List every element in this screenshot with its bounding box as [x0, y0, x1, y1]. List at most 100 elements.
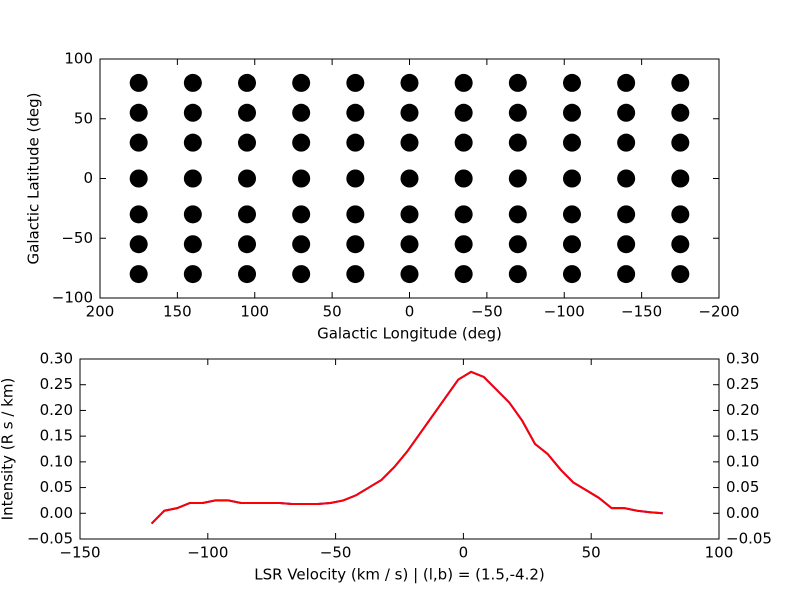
point — [454, 103, 473, 122]
point — [292, 169, 311, 188]
y-tick-label: 50 — [74, 109, 93, 127]
y-tick-label: −0.05 — [27, 530, 73, 548]
point — [671, 205, 690, 224]
point — [292, 133, 311, 152]
point — [562, 205, 581, 224]
point — [671, 73, 690, 92]
point — [617, 133, 636, 152]
y-tick-label: 0 — [83, 169, 93, 187]
y2-tick-label: −0.05 — [726, 530, 772, 548]
x-tick-label: −150 — [59, 544, 100, 562]
x-tick-label: −50 — [320, 544, 352, 562]
axes-frame — [79, 358, 720, 540]
point — [346, 265, 365, 284]
point — [129, 205, 148, 224]
point — [129, 133, 148, 152]
point — [346, 103, 365, 122]
y-tick-label: −50 — [61, 229, 93, 247]
point — [129, 265, 148, 284]
point — [671, 169, 690, 188]
point — [129, 235, 148, 254]
point — [508, 73, 527, 92]
point — [183, 265, 202, 284]
point — [562, 73, 581, 92]
point — [400, 205, 419, 224]
y-axis-label: Galactic Latitude (deg) — [25, 93, 43, 265]
point — [238, 235, 257, 254]
point — [238, 169, 257, 188]
point — [508, 265, 527, 284]
point — [508, 103, 527, 122]
point — [346, 235, 365, 254]
point — [400, 103, 419, 122]
point — [129, 169, 148, 188]
y-tick-label: 0.30 — [40, 350, 73, 368]
x-tick-label: −100 — [544, 303, 585, 321]
y-tick-label: −100 — [52, 289, 93, 307]
point — [671, 103, 690, 122]
point — [562, 169, 581, 188]
point — [183, 103, 202, 122]
point — [400, 169, 419, 188]
point — [346, 73, 365, 92]
y2-tick-label: 0.05 — [726, 478, 759, 496]
point — [562, 265, 581, 284]
y2-tick-label: 0.20 — [726, 401, 759, 419]
y-tick-label: 0.00 — [40, 504, 73, 522]
point — [129, 103, 148, 122]
point — [292, 73, 311, 92]
point — [508, 169, 527, 188]
point — [238, 103, 257, 122]
x-tick-label: 50 — [582, 544, 601, 562]
point — [454, 205, 473, 224]
point — [508, 133, 527, 152]
x-tick-label: −200 — [698, 303, 739, 321]
point — [508, 235, 527, 254]
y-axis-label: Intensity (R s / km) — [0, 378, 17, 521]
line — [150, 370, 663, 525]
x-tick-label: −100 — [187, 544, 228, 562]
point — [292, 103, 311, 122]
x-axis-label: Galactic Longitude (deg) — [317, 325, 502, 343]
point — [238, 133, 257, 152]
x-tick-label: −50 — [471, 303, 503, 321]
point — [238, 73, 257, 92]
point — [454, 133, 473, 152]
point — [346, 169, 365, 188]
point — [346, 133, 365, 152]
y2-tick-label: 0.10 — [726, 452, 759, 470]
point — [454, 169, 473, 188]
point — [617, 235, 636, 254]
point — [671, 133, 690, 152]
y-tick-label: 100 — [64, 50, 93, 68]
y-tick-label: 0.05 — [40, 478, 73, 496]
point — [183, 205, 202, 224]
y-tick-label: 0.20 — [40, 401, 73, 419]
point — [454, 73, 473, 92]
point — [129, 73, 148, 92]
point — [400, 133, 419, 152]
point — [617, 205, 636, 224]
point — [617, 169, 636, 188]
y2-tick-label: 0.00 — [726, 504, 759, 522]
point — [183, 73, 202, 92]
point — [617, 103, 636, 122]
x-tick-label: 200 — [86, 303, 115, 321]
x-tick-label: −150 — [621, 303, 662, 321]
point — [346, 205, 365, 224]
point — [238, 205, 257, 224]
point — [508, 205, 527, 224]
y2-tick-label: 0.30 — [726, 350, 759, 368]
point — [617, 265, 636, 284]
y-tick-label: 0.10 — [40, 452, 73, 470]
point — [671, 235, 690, 254]
y2-tick-label: 0.15 — [726, 427, 759, 445]
point — [183, 235, 202, 254]
point — [183, 169, 202, 188]
point — [183, 133, 202, 152]
point — [562, 133, 581, 152]
point — [562, 235, 581, 254]
point — [671, 265, 690, 284]
x-tick-label: 150 — [163, 303, 192, 321]
